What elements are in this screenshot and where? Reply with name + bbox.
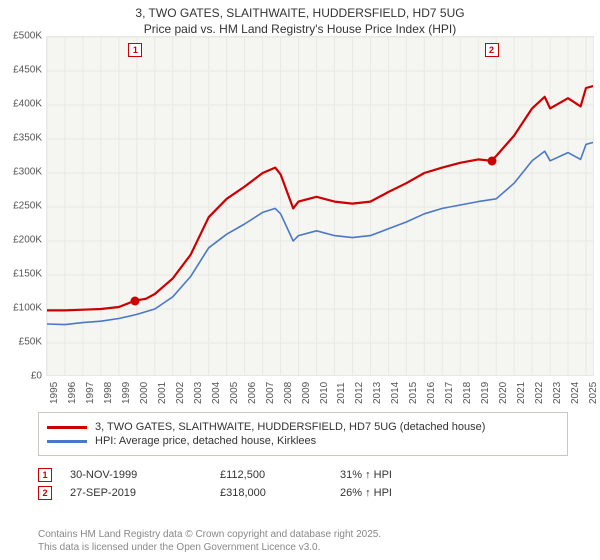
legend: 3, TWO GATES, SLAITHWAITE, HUDDERSFIELD,… <box>38 412 568 456</box>
y-tick-label: £150K <box>13 269 42 280</box>
legend-item: HPI: Average price, detached house, Kirk… <box>47 435 559 447</box>
x-tick-label: 1996 <box>67 382 78 404</box>
x-tick-label: 1997 <box>85 382 96 404</box>
x-tick-label: 1999 <box>121 382 132 404</box>
transaction-marker: 2 <box>38 486 52 500</box>
x-tick-label: 2015 <box>408 382 419 404</box>
x-tick-label: 2011 <box>336 382 347 404</box>
footer-line-1: Contains HM Land Registry data © Crown c… <box>38 528 568 541</box>
transaction-date: 27-SEP-2019 <box>70 487 220 499</box>
x-tick-label: 1995 <box>49 382 60 404</box>
y-tick-label: £0 <box>31 371 42 382</box>
x-tick-label: 1998 <box>103 382 114 404</box>
plot-area: 12 <box>46 36 594 376</box>
y-tick-label: £200K <box>13 235 42 246</box>
x-tick-label: 2025 <box>588 382 599 404</box>
y-tick-label: £400K <box>13 99 42 110</box>
x-tick-label: 2005 <box>229 382 240 404</box>
x-tick-label: 2002 <box>175 382 186 404</box>
transactions-table: 1 30-NOV-1999£112,50031% ↑ HPI 2 27-SEP-201… <box>38 464 568 504</box>
marker-box: 2 <box>485 43 499 57</box>
transaction-price: £112,500 <box>220 469 340 481</box>
x-tick-label: 2006 <box>247 382 258 404</box>
x-tick-label: 2008 <box>283 382 294 404</box>
x-tick-label: 2013 <box>372 382 383 404</box>
chart-svg <box>47 37 593 375</box>
y-tick-label: £300K <box>13 167 42 178</box>
footer: Contains HM Land Registry data © Crown c… <box>38 528 568 554</box>
x-tick-label: 2010 <box>319 382 330 404</box>
x-tick-label: 2017 <box>444 382 455 404</box>
x-tick-label: 2007 <box>265 382 276 404</box>
x-tick-label: 2001 <box>157 382 168 404</box>
title-line-2: Price paid vs. HM Land Registry's House … <box>0 22 600 38</box>
y-tick-label: £500K <box>13 31 42 42</box>
y-tick-label: £350K <box>13 133 42 144</box>
x-tick-label: 2000 <box>139 382 150 404</box>
transaction-row: 2 27-SEP-2019£318,00026% ↑ HPI <box>38 486 568 500</box>
transaction-price: £318,000 <box>220 487 340 499</box>
transaction-marker: 1 <box>38 468 52 482</box>
y-tick-label: £100K <box>13 303 42 314</box>
transaction-hpi: 26% ↑ HPI <box>340 487 460 499</box>
chart-area: £0 £50K £100K £150K £200K £250K £300K £350K £400… <box>0 36 600 406</box>
marker-dot <box>487 156 496 165</box>
y-axis: £0£50K£100K£150K£200K£250K£300K£350K£400… <box>0 36 46 376</box>
x-tick-label: 2023 <box>552 382 563 404</box>
title-line-1: 3, TWO GATES, SLAITHWAITE, HUDDERSFIELD,… <box>0 6 600 22</box>
x-tick-label: 2018 <box>462 382 473 404</box>
x-tick-label: 2012 <box>354 382 365 404</box>
legend-swatch <box>47 426 87 429</box>
x-tick-label: 2014 <box>390 382 401 404</box>
transaction-date: 30-NOV-1999 <box>70 469 220 481</box>
x-tick-label: 2021 <box>516 382 527 404</box>
x-tick-label: 2009 <box>301 382 312 404</box>
marker-dot <box>131 296 140 305</box>
x-axis: 1995 1996 1997 1998 1999 2000 2001 2002 2003 2004… <box>46 376 594 406</box>
legend-swatch <box>47 440 87 443</box>
x-tick-label: 2019 <box>480 382 491 404</box>
legend-label: 3, TWO GATES, SLAITHWAITE, HUDDERSFIELD,… <box>95 421 485 433</box>
legend-label: HPI: Average price, detached house, Kirk… <box>95 435 316 447</box>
transaction-hpi: 31% ↑ HPI <box>340 469 460 481</box>
y-tick-label: £250K <box>13 201 42 212</box>
footer-line-2: This data is licensed under the Open Gov… <box>38 541 568 554</box>
x-tick-label: 2004 <box>211 382 222 404</box>
y-tick-label: £450K <box>13 65 42 76</box>
legend-item: 3, TWO GATES, SLAITHWAITE, HUDDERSFIELD,… <box>47 421 559 433</box>
x-tick-label: 2003 <box>193 382 204 404</box>
x-tick-label: 2022 <box>534 382 545 404</box>
x-tick-label: 2016 <box>426 382 437 404</box>
marker-box: 1 <box>128 43 142 57</box>
x-tick-label: 2020 <box>498 382 509 404</box>
x-tick-label: 2024 <box>570 382 581 404</box>
chart-title: 3, TWO GATES, SLAITHWAITE, HUDDERSFIELD,… <box>0 0 600 37</box>
transaction-row: 1 30-NOV-1999£112,50031% ↑ HPI <box>38 468 568 482</box>
y-tick-label: £50K <box>19 337 42 348</box>
